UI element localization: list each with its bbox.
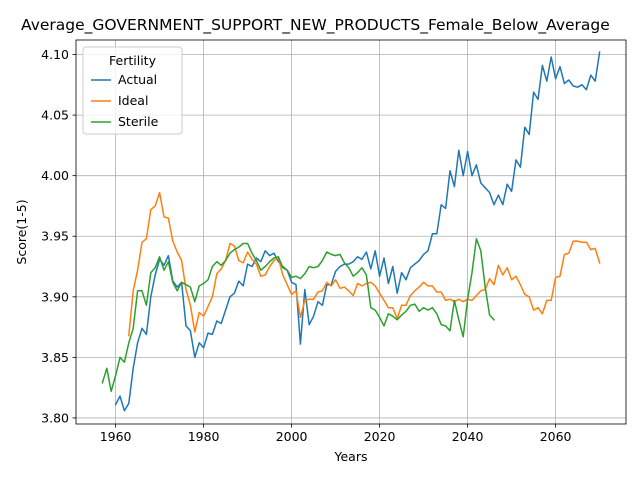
series-line-ideal — [127, 191, 601, 337]
x-axis-ticks: 1960 1980 2000 2020 2040 2060 — [100, 424, 572, 444]
y-tick-label: 4.00 — [41, 168, 69, 183]
x-tick-label: 1960 — [100, 429, 132, 444]
y-axis-ticks: 3.80 3.85 3.90 3.95 4.00 4.05 4.10 — [41, 47, 76, 425]
y-tick-label: 3.80 — [41, 410, 69, 425]
x-tick-label: 2020 — [364, 429, 396, 444]
legend-title: Fertility — [109, 53, 157, 68]
series-line-sterile — [101, 237, 496, 393]
x-axis-label: Years — [334, 449, 368, 464]
legend-entry-sterile: Sterile — [118, 114, 159, 129]
y-tick-label: 3.85 — [41, 350, 69, 365]
y-tick-label: 3.95 — [41, 229, 69, 244]
x-tick-label: 2040 — [452, 429, 484, 444]
x-tick-label: 1980 — [188, 429, 220, 444]
legend-box — [82, 46, 183, 135]
plot-frame — [75, 39, 627, 425]
y-axis-label: Score(1-5) — [14, 199, 29, 264]
series-lines — [101, 51, 601, 412]
y-tick-label: 4.10 — [41, 47, 69, 62]
x-tick-label: 2060 — [540, 429, 572, 444]
grid-lines — [76, 40, 626, 424]
y-tick-label: 3.90 — [41, 289, 69, 304]
chart-title: Average_GOVERNMENT_SUPPORT_NEW_PRODUCTS_… — [21, 16, 610, 35]
legend-entry-actual: Actual — [118, 72, 157, 87]
series-line-actual — [114, 51, 601, 412]
y-tick-label: 4.05 — [41, 108, 69, 123]
x-tick-label: 2000 — [276, 429, 308, 444]
legend: Fertility Actual Ideal Sterile — [82, 46, 183, 135]
legend-entry-ideal: Ideal — [118, 93, 148, 108]
